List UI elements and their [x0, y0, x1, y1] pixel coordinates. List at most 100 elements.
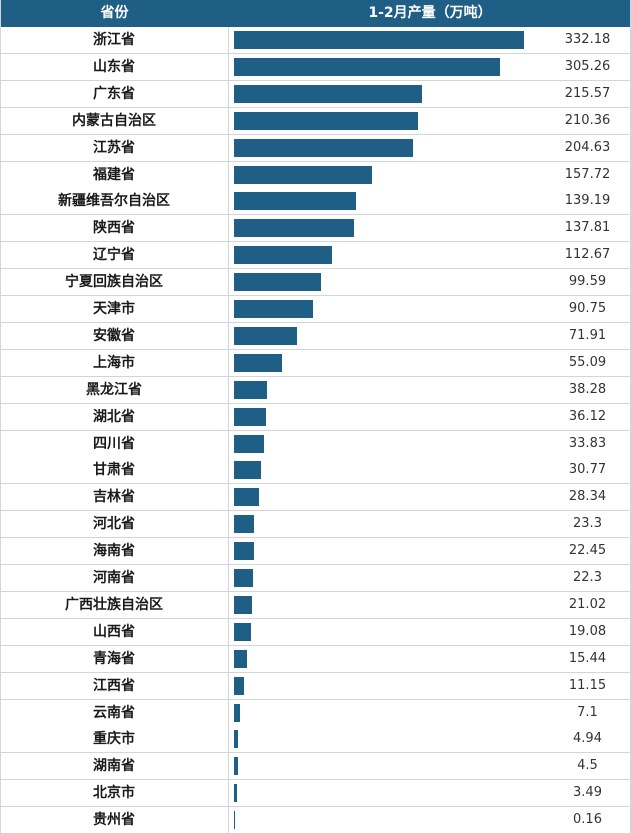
province-label: 贵州省 [0, 807, 229, 834]
bar-cell: 139.19 [229, 188, 631, 214]
bar-cell: 3.49 [229, 780, 631, 806]
table-row: 贵州省 0.16 [0, 807, 631, 834]
province-label: 福建省 [0, 161, 229, 188]
bar [234, 165, 372, 184]
value-label: 19.08 [568, 623, 607, 639]
bar-cell: 112.67 [229, 242, 631, 268]
table-row: 河北省 23.3 [0, 511, 631, 539]
value-label: 21.02 [568, 596, 607, 612]
bar-cell: 21.02 [229, 592, 631, 618]
bar [234, 622, 251, 641]
bar-cell: 55.09 [229, 350, 631, 376]
province-label: 黑龙江省 [0, 376, 229, 403]
value-label: 11.15 [568, 677, 607, 693]
province-label: 湖南省 [0, 753, 229, 780]
bar [234, 730, 239, 749]
value-label: 4.5 [577, 758, 598, 774]
bar [234, 649, 248, 668]
table-row: 宁夏回族自治区 99.59 [0, 269, 631, 297]
table-row: 广西壮族自治区 21.02 [0, 591, 631, 619]
province-label: 广东省 [0, 80, 229, 107]
value-label: 30.77 [568, 462, 607, 478]
province-label: 宁夏回族自治区 [0, 269, 229, 296]
bar [234, 434, 264, 453]
table-row: 甘肃省 30.77 [0, 457, 631, 485]
value-label: 139.19 [564, 193, 611, 209]
bar-cell: 99.59 [229, 269, 631, 295]
bar [234, 515, 255, 534]
province-label: 河南省 [0, 565, 229, 591]
table-row: 山东省 305.26 [0, 53, 631, 81]
province-label: 四川省 [0, 430, 229, 457]
bar [234, 219, 355, 238]
bar-cell: 19.08 [229, 619, 631, 645]
province-label: 甘肃省 [0, 457, 229, 484]
bar-cell: 4.5 [229, 753, 631, 779]
value-label: 99.59 [568, 274, 607, 290]
bar-cell: 7.1 [229, 700, 631, 726]
bar-cell: 11.15 [229, 673, 631, 699]
bar-cell: 30.77 [229, 457, 631, 483]
province-label: 新疆维吾尔自治区 [0, 188, 229, 215]
value-column-header: 1-2月产量（万吨） [368, 5, 492, 21]
province-label: 海南省 [0, 538, 229, 565]
value-label: 23.3 [573, 516, 602, 532]
value-label: 137.81 [564, 220, 611, 236]
bar [234, 784, 238, 803]
table-row: 浙江省 332.18 [0, 27, 631, 54]
bar [234, 192, 356, 211]
province-label: 上海市 [0, 349, 229, 376]
bar [234, 703, 241, 722]
bar-cell: 71.91 [229, 323, 631, 349]
value-label: 157.72 [564, 166, 611, 182]
value-label: 4.94 [573, 731, 602, 747]
bar [234, 84, 423, 103]
value-label: 38.28 [568, 381, 607, 397]
bar [234, 138, 413, 157]
province-column-header: 省份 [100, 5, 129, 21]
value-label: 7.1 [577, 704, 598, 720]
table-row: 黑龙江省 38.28 [0, 376, 631, 404]
table-row: 江苏省 204.63 [0, 134, 631, 162]
province-label: 内蒙古自治区 [0, 107, 229, 134]
bar [234, 407, 266, 426]
bar-cell: 332.18 [229, 27, 631, 53]
bar-cell: 90.75 [229, 296, 631, 322]
bar [234, 273, 321, 292]
province-label: 天津市 [0, 296, 229, 322]
value-label: 332.18 [564, 32, 611, 47]
bar [234, 757, 238, 776]
province-label: 江西省 [0, 672, 229, 699]
province-label: 河北省 [0, 511, 229, 538]
province-label: 安徽省 [0, 322, 229, 349]
table-row: 安徽省 71.91 [0, 322, 631, 350]
table-row: 湖北省 36.12 [0, 403, 631, 431]
province-label: 山西省 [0, 618, 229, 645]
province-label: 云南省 [0, 699, 229, 726]
province-label: 重庆市 [0, 726, 229, 753]
province-label: 广西壮族自治区 [0, 591, 229, 618]
bar-cell: 33.83 [229, 431, 631, 457]
province-label: 陕西省 [0, 215, 229, 242]
province-label: 湖北省 [0, 403, 229, 430]
bar-cell: 305.26 [229, 54, 631, 80]
bar-cell: 38.28 [229, 377, 631, 403]
bar [234, 488, 259, 507]
value-label: 204.63 [564, 139, 611, 155]
value-label: 33.83 [568, 435, 607, 451]
bar-cell: 210.36 [229, 108, 631, 134]
value-label: 22.45 [568, 543, 607, 559]
province-label: 山东省 [0, 53, 229, 80]
value-label: 15.44 [568, 650, 607, 666]
value-label: 22.3 [573, 570, 602, 585]
province-label: 浙江省 [0, 27, 229, 53]
table-row: 广东省 215.57 [0, 80, 631, 108]
value-label: 112.67 [564, 247, 611, 263]
bar [234, 31, 524, 49]
value-label: 215.57 [564, 85, 611, 101]
bar-cell: 15.44 [229, 646, 631, 672]
bar-cell: 0.16 [229, 807, 631, 833]
value-label: 3.49 [573, 785, 602, 801]
value-label: 36.12 [568, 408, 607, 424]
table-row: 内蒙古自治区 210.36 [0, 107, 631, 135]
